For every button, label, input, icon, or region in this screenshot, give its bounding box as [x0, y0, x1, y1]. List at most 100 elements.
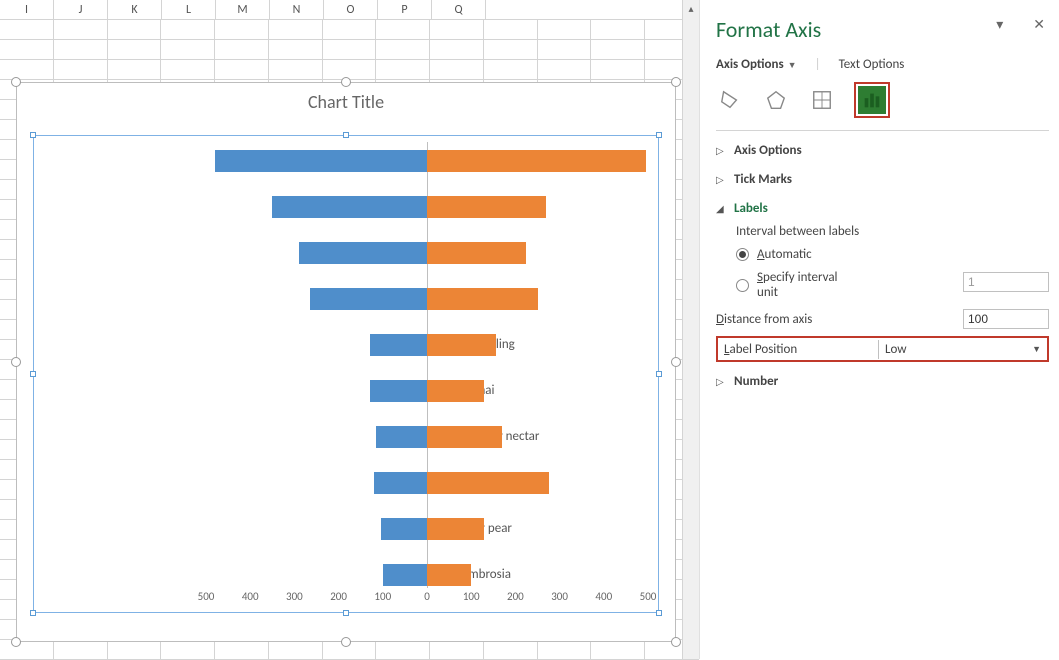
tab-axis-options[interactable]: Axis Options▼ — [716, 57, 797, 72]
bar-negative[interactable] — [374, 472, 427, 494]
plot-handle[interactable] — [30, 132, 36, 138]
tab-text-options[interactable]: Text Options — [839, 57, 905, 72]
section-tick-marks: ▷ Tick Marks — [716, 170, 1049, 189]
bar-positive[interactable] — [427, 242, 526, 264]
column-header[interactable]: N — [270, 0, 324, 19]
bar-row: Pure matcha — [206, 196, 648, 218]
column-header[interactable]: J — [54, 0, 108, 19]
resize-handle[interactable] — [11, 77, 21, 87]
bar-row: Iced raspberry nectar — [206, 426, 648, 448]
x-axis-tick: 200 — [330, 590, 347, 603]
column-header[interactable]: O — [324, 0, 378, 19]
bar-positive[interactable] — [427, 564, 471, 586]
plot-area[interactable]: Earl greyPure matchaAfrican solsticeBlue… — [33, 135, 659, 613]
column-header[interactable]: I — [0, 0, 54, 19]
section-axis-options-head[interactable]: ▷ Axis Options — [716, 141, 1049, 160]
x-axis-tick: 400 — [242, 590, 259, 603]
format-axis-pane: ▾ ✕ Format Axis Axis Options▼ | Text Opt… — [700, 0, 1059, 659]
section-labels-head[interactable]: ◢ Labels — [716, 199, 1049, 218]
section-axis-options-label: Axis Options — [734, 143, 802, 158]
vertical-scrollbar[interactable]: ▴ — [682, 0, 699, 659]
pane-menu-chevron-icon[interactable]: ▾ — [996, 16, 1003, 33]
column-header[interactable]: M — [216, 0, 270, 19]
section-labels-label: Labels — [734, 201, 768, 216]
size-properties-icon[interactable] — [808, 86, 836, 114]
column-header[interactable]: K — [108, 0, 162, 19]
resize-handle[interactable] — [671, 637, 681, 647]
bar-negative[interactable] — [370, 380, 427, 402]
section-number-head[interactable]: ▷ Number — [716, 372, 1049, 391]
label-position-row: Label Position Low ▼ — [716, 336, 1049, 362]
x-axis-tick: 300 — [286, 590, 303, 603]
chart-object[interactable]: Chart Title Earl greyPure matchaAfrican … — [16, 82, 676, 642]
section-labels: ◢ Labels Interval between labels Automat… — [716, 199, 1049, 362]
bar-row: African solstice — [206, 242, 648, 264]
bar-row: Harvest apple spice — [206, 472, 648, 494]
chevron-down-icon: ▼ — [788, 60, 797, 71]
label-position-select[interactable]: Low ▼ — [878, 340, 1047, 359]
axis-options-icon-highlight — [854, 82, 890, 118]
resize-handle[interactable] — [341, 637, 351, 647]
resize-handle[interactable] — [671, 357, 681, 367]
plot-handle[interactable] — [30, 371, 36, 377]
pane-tabs: Axis Options▼ | Text Options — [716, 57, 1049, 72]
bar-negative[interactable] — [215, 150, 427, 172]
column-header[interactable]: L — [162, 0, 216, 19]
bar-row: Bombay chai — [206, 380, 648, 402]
scroll-up-arrow[interactable]: ▴ — [683, 0, 699, 17]
bar-negative[interactable] — [299, 242, 427, 264]
section-tick-marks-head[interactable]: ▷ Tick Marks — [716, 170, 1049, 189]
bar-negative[interactable] — [370, 334, 427, 356]
bar-positive[interactable] — [427, 150, 646, 172]
section-tick-marks-label: Tick Marks — [734, 172, 792, 187]
plot-handle[interactable] — [656, 371, 662, 377]
resize-handle[interactable] — [341, 77, 351, 87]
bar-negative[interactable] — [310, 288, 427, 310]
x-axis-tick: 500 — [198, 590, 215, 603]
bar-negative[interactable] — [376, 426, 427, 448]
section-axis-options: ▷ Axis Options — [716, 141, 1049, 160]
bar-positive[interactable] — [427, 380, 484, 402]
resize-handle[interactable] — [11, 357, 21, 367]
x-axis-tick: 100 — [374, 590, 391, 603]
x-axis-tick: 500 — [640, 590, 657, 603]
resize-handle[interactable] — [11, 637, 21, 647]
specify-interval-input[interactable] — [963, 272, 1049, 292]
plot-handle[interactable] — [656, 610, 662, 616]
bar-row: Blueberry merlot — [206, 288, 648, 310]
fill-line-icon[interactable] — [716, 86, 744, 114]
axis-options-icon[interactable] — [858, 86, 886, 114]
bar-negative[interactable] — [272, 196, 427, 218]
bar-positive[interactable] — [427, 426, 502, 448]
collapse-icon: ◢ — [716, 202, 728, 215]
bar-positive[interactable] — [427, 518, 484, 540]
resize-handle[interactable] — [671, 77, 681, 87]
bar-positive[interactable] — [427, 288, 538, 310]
pane-close-icon[interactable]: ✕ — [1033, 16, 1045, 33]
plot-handle[interactable] — [343, 610, 349, 616]
section-number: ▷ Number — [716, 372, 1049, 391]
expand-icon: ▷ — [716, 173, 728, 186]
pane-icon-tabs — [716, 82, 1049, 131]
plot-handle[interactable] — [656, 132, 662, 138]
column-header[interactable]: P — [378, 0, 432, 19]
bar-positive[interactable] — [427, 472, 549, 494]
distance-from-axis-input[interactable] — [963, 309, 1049, 329]
x-axis-tick: 300 — [551, 590, 568, 603]
bar-row: White ambrosia — [206, 564, 648, 586]
plot-handle[interactable] — [343, 132, 349, 138]
bar-positive[interactable] — [427, 196, 546, 218]
bar-negative[interactable] — [381, 518, 427, 540]
x-axis-tick: 200 — [507, 590, 524, 603]
chart-title[interactable]: Chart Title — [17, 83, 675, 117]
radio-automatic[interactable] — [736, 248, 749, 261]
plot-handle[interactable] — [30, 610, 36, 616]
bar-negative[interactable] — [383, 564, 427, 586]
radio-specify-interval[interactable] — [736, 279, 749, 292]
effects-icon[interactable] — [762, 86, 790, 114]
section-number-label: Number — [734, 374, 778, 389]
x-axis-tick: 100 — [463, 590, 480, 603]
bar-positive[interactable] — [427, 334, 496, 356]
column-header[interactable]: Q — [432, 0, 486, 19]
worksheet-area[interactable]: IJKLMNOPQ ▴ Chart Title — [0, 0, 700, 659]
